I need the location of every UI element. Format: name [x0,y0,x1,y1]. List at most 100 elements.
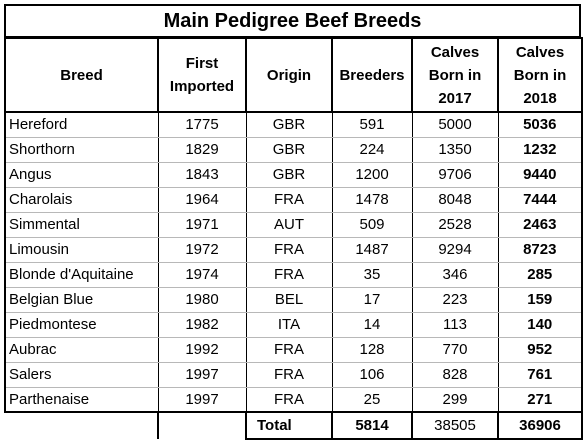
table-row: Piedmontese 1982 ITA 14 113 140 [4,312,583,338]
cell-origin: FRA [245,262,333,288]
cell-breed: Limousin [4,237,159,263]
cell-breed: Salers [4,362,159,388]
cell-first-imported: 1980 [157,287,247,313]
total-breeders: 5814 [331,411,413,440]
cell-origin: FRA [245,337,333,363]
header-first-imported: First Imported [157,37,247,113]
header-calves-2017-line-3: 2017 [438,89,472,107]
total-calves-2017: 38505 [411,411,499,440]
cell-calves-2018: 761 [497,362,583,388]
table-row: Belgian Blue 1980 BEL 17 223 159 [4,287,583,313]
cell-calves-2018: 2463 [497,212,583,238]
cell-calves-2018: 285 [497,262,583,288]
table-row: Shorthorn 1829 GBR 224 1350 1232 [4,137,583,163]
cell-breed: Charolais [4,187,159,213]
cell-first-imported: 1997 [157,387,247,413]
cell-breed: Aubrac [4,337,159,363]
table-body: Hereford 1775 GBR 591 5000 5036 Shorthorn 1829 G… [4,112,583,413]
cell-breeders: 224 [331,137,413,163]
cell-breeders: 106 [331,362,413,388]
header-breeders: Breeders [331,37,413,113]
cell-breeders: 591 [331,112,413,138]
cell-origin: FRA [245,362,333,388]
cell-calves-2017: 5000 [411,112,499,138]
table-row: Blonde d'Aquitaine 1974 FRA 35 346 285 [4,262,583,288]
cell-breeders: 509 [331,212,413,238]
cell-first-imported: 1829 [157,137,247,163]
cell-origin: GBR [245,162,333,188]
total-label: Total [245,411,333,440]
table-row: Angus 1843 GBR 1200 9706 9440 [4,162,583,188]
cell-first-imported: 1775 [157,112,247,138]
cell-calves-2018: 8723 [497,237,583,263]
cell-first-imported: 1964 [157,187,247,213]
cell-calves-2017: 299 [411,387,499,413]
table-row: Salers 1997 FRA 106 828 761 [4,362,583,388]
cell-breed: Simmental [4,212,159,238]
cell-first-imported: 1972 [157,237,247,263]
cell-origin: BEL [245,287,333,313]
header-first-imported-line-1: First [185,55,219,72]
cell-first-imported: 1992 [157,337,247,363]
beef-breeds-table: Breed First Imported Origin Breeders Cal… [4,37,583,440]
table-row: Hereford 1775 GBR 591 5000 5036 [4,112,583,138]
cell-breed: Angus [4,162,159,188]
header-origin-line: Origin [266,66,312,84]
cell-origin: ITA [245,312,333,338]
cell-origin: AUT [245,212,333,238]
header-calves-2017-line-2: Born in [428,66,482,84]
cell-origin: GBR [245,112,333,138]
cell-calves-2018: 952 [497,337,583,363]
total-row-blank-cell [158,411,247,439]
cell-calves-2017: 223 [411,287,499,313]
table-row: Limousin 1972 FRA 1487 9294 8723 [4,237,583,263]
cell-origin: FRA [245,187,333,213]
header-first-imported-line-2: Imported [169,78,235,95]
cell-breeders: 1200 [331,162,413,188]
cell-first-imported: 1843 [157,162,247,188]
cell-breed: Piedmontese [4,312,159,338]
table-row: Simmental 1971 AUT 509 2528 2463 [4,212,583,238]
header-row: Breed First Imported Origin Breeders Cal… [4,37,583,113]
header-breed: Breed [4,37,159,113]
header-breed-line: Breed [60,66,103,84]
cell-breed: Belgian Blue [4,287,159,313]
cell-breed: Hereford [4,112,159,138]
cell-origin: FRA [245,237,333,263]
total-calves-2018: 36906 [497,411,583,440]
cell-calves-2017: 2528 [411,212,499,238]
cell-breed: Parthenaise [4,387,159,413]
cell-breeders: 25 [331,387,413,413]
cell-calves-2017: 9706 [411,162,499,188]
header-calves-2017-line-1: Calves [430,43,480,61]
cell-first-imported: 1982 [157,312,247,338]
header-calves-2018-line-3: 2018 [523,89,557,107]
cell-breed: Shorthorn [4,137,159,163]
cell-calves-2017: 1350 [411,137,499,163]
cell-breed: Blonde d'Aquitaine [4,262,159,288]
cell-calves-2018: 9440 [497,162,583,188]
table-row: Parthenaise 1997 FRA 25 299 271 [4,387,583,413]
cell-breeders: 128 [331,337,413,363]
cell-first-imported: 1974 [157,262,247,288]
header-calves-2018: Calves Born in 2018 [497,37,583,113]
table-title: Main Pedigree Beef Breeds [4,4,581,38]
cell-calves-2018: 1232 [497,137,583,163]
cell-breeders: 1478 [331,187,413,213]
header-breeders-line: Breeders [339,66,405,84]
cell-calves-2018: 159 [497,287,583,313]
cell-calves-2018: 7444 [497,187,583,213]
table-row: Charolais 1964 FRA 1478 8048 7444 [4,187,583,213]
total-row-blank-cell [5,411,159,439]
cell-breeders: 14 [331,312,413,338]
cell-calves-2018: 271 [497,387,583,413]
cell-breeders: 1487 [331,237,413,263]
table-row: Aubrac 1992 FRA 128 770 952 [4,337,583,363]
cell-breeders: 17 [331,287,413,313]
cell-calves-2017: 770 [411,337,499,363]
cell-origin: FRA [245,387,333,413]
cell-calves-2017: 8048 [411,187,499,213]
cell-calves-2017: 113 [411,312,499,338]
cell-calves-2017: 346 [411,262,499,288]
